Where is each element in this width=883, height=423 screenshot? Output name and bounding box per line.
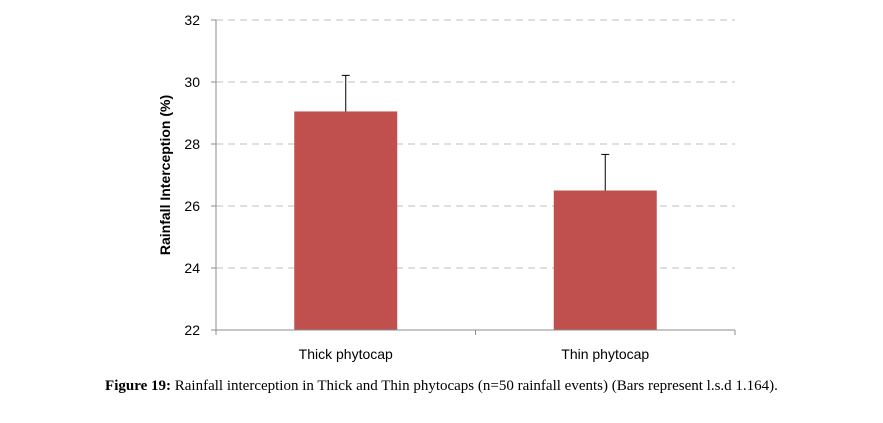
bar-chart: 22 24 26 28 30 32 Thick phytocap Thin phytocap…: [157, 12, 736, 362]
axes: [211, 19, 736, 335]
error-bar-1: [341, 74, 350, 112]
y-tick-label: 28: [184, 136, 200, 152]
error-bar-2: [601, 153, 610, 191]
y-axis-title: Rainfall Interception (%): [157, 95, 173, 255]
y-tick-label: 24: [184, 260, 200, 276]
bar-2: [553, 190, 657, 330]
x-category-label: Thick phytocap: [299, 346, 393, 362]
y-tick-label: 26: [184, 198, 200, 214]
y-tick-label: 22: [184, 322, 200, 338]
bars: [294, 111, 657, 330]
figure-caption-text: Rainfall interception in Thick and Thin …: [171, 378, 778, 394]
x-category-label: Thin phytocap: [561, 346, 649, 362]
y-tick-label: 30: [184, 74, 200, 90]
error-bars: [341, 74, 610, 191]
y-tick-labels: 22 24 26 28 30 32: [184, 12, 200, 338]
x-category-labels: Thick phytocap Thin phytocap: [299, 346, 650, 362]
figure-caption: Figure 19: Rainfall interception in Thic…: [0, 378, 883, 395]
gridlines: [216, 19, 735, 269]
y-tick-label: 32: [184, 12, 200, 28]
bar-1: [294, 111, 398, 330]
figure-caption-label: Figure 19:: [105, 378, 172, 394]
